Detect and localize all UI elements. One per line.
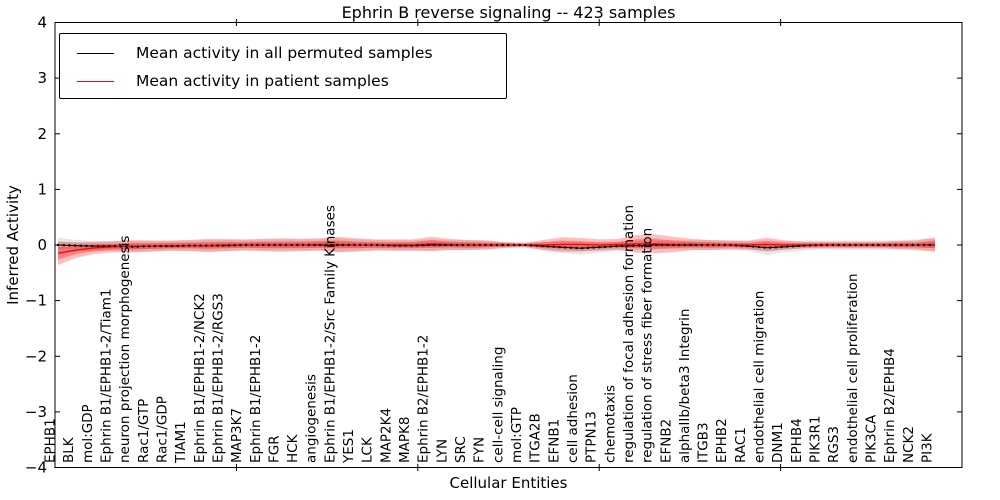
x-tick-label: EPHB1: [43, 418, 59, 463]
x-tick-label: cell adhesion: [565, 374, 581, 463]
x-tick-label: EFNB1: [546, 419, 562, 463]
x-tick-label: endothelial cell migration: [752, 291, 768, 463]
x-tick-label: ITGB3: [696, 422, 712, 463]
x-tick-label: PI3K: [920, 432, 936, 463]
x-tick-label: LYN: [434, 439, 450, 463]
x-tick-label: alphaIIb/beta3 Integrin: [677, 309, 693, 463]
y-tick-label: 2: [37, 125, 47, 143]
x-axis-ticks: [235, 19, 782, 471]
x-tick-label: Ephrin B2/EPHB1-2: [416, 335, 432, 463]
y-tick-label: −4: [25, 459, 47, 477]
series-lines: [56, 243, 937, 254]
legend-entry-permuted: Mean activity in all permuted samples: [72, 39, 506, 67]
x-tick-label: PIK3R1: [808, 415, 824, 463]
x-tick-label: Ephrin B1/EPHB1-2: [248, 335, 264, 463]
x-tick-label: endothelial cell proliferation: [845, 273, 861, 463]
y-tick-label: 1: [37, 180, 47, 198]
chart-title: Ephrin B reverse signaling -- 423 sample…: [341, 3, 676, 22]
x-tick-label: YES1: [341, 429, 357, 464]
x-tick-label: mol:GDP: [80, 404, 96, 463]
x-tick-label: MAP2K4: [378, 408, 394, 463]
patient-std-outer-band: [58, 234, 935, 265]
x-axis-title: Cellular Entities: [449, 474, 568, 492]
permuted-std-inner-band: [58, 241, 935, 252]
x-tick-label: TIAM1: [173, 421, 189, 464]
y-tick-label: −2: [25, 347, 47, 365]
patient-std-inner-band: [58, 238, 935, 260]
x-tick-label: MAPK8: [397, 417, 413, 463]
x-tick-label: NCK2: [901, 426, 917, 463]
legend: Mean activity in all permuted samples Me…: [59, 33, 507, 99]
x-tick-label: MAP3K7: [229, 408, 245, 463]
x-tick-label: LCK: [360, 436, 376, 463]
x-tick-label: EPHB4: [789, 418, 805, 463]
x-tick-label: Ephrin B1/EPHB1-2/NCK2: [192, 293, 208, 463]
x-tick-label: chemotaxis: [602, 385, 618, 463]
x-tick-label: regulation of focal adhesion formation: [621, 205, 637, 463]
x-tick-label: EPHB2: [714, 418, 730, 463]
x-tick-label: SRC: [453, 436, 469, 463]
x-tick-label: FYN: [472, 437, 488, 463]
y-tick-label: −1: [25, 292, 47, 310]
x-tick-label: ITGA2B: [528, 413, 544, 463]
x-tick-label: Ephrin B1/EPHB1-2/RGS3: [210, 293, 226, 463]
x-tick-labels: EPHB1 BLK mol:GDP Ephrin B1/EPHB1-2/Tiam1 ne…: [43, 205, 936, 464]
y-axis-title: Inferred Activity: [4, 185, 22, 305]
x-tick-label: FGR: [266, 435, 282, 463]
x-tick-label: EFNB2: [658, 419, 674, 463]
x-tick-label: Ephrin B2/EPHB4: [882, 348, 898, 463]
x-tick-label: PIK3CA: [864, 414, 880, 463]
legend-label-patient: Mean activity in patient samples: [136, 72, 389, 90]
x-tick-label: PTPN13: [584, 411, 600, 463]
x-tick-label: regulation of stress fiber formation: [640, 228, 656, 463]
legend-line-red-icon: [77, 80, 114, 82]
y-tick-label: −3: [25, 403, 47, 421]
x-tick-label: RGS3: [826, 426, 842, 463]
x-tick-label: angiogenesis: [304, 374, 320, 463]
x-tick-label: Rac1/GTP: [136, 399, 152, 463]
y-tick-label: 0: [37, 236, 47, 254]
x-tick-label: RAC1: [733, 427, 749, 463]
x-tick-label: Rac1/GDP: [154, 396, 170, 463]
y-axis-ticks: −4 −3 −2 −1 0 1 2 3 4: [25, 14, 962, 477]
y-tick-label: 4: [37, 14, 47, 32]
x-tick-label: neuron projection morphogenesis: [117, 236, 133, 463]
legend-line-black-icon: [77, 52, 114, 54]
x-tick-label: mol:GTP: [509, 407, 525, 463]
x-tick-label: cell-cell signaling: [490, 347, 506, 463]
std-bands: [58, 234, 935, 265]
permuted-mean-markers: [56, 243, 937, 250]
x-tick-label: HCK: [285, 433, 301, 463]
y-tick-label: 3: [37, 69, 47, 87]
x-tick-label: DNM1: [770, 422, 786, 463]
legend-entry-patient: Mean activity in patient samples: [72, 67, 506, 95]
legend-label-permuted: Mean activity in all permuted samples: [136, 44, 433, 62]
x-tick-label: BLK: [61, 436, 77, 463]
x-tick-label: Ephrin B1/EPHB1-2/Tiam1: [98, 289, 114, 463]
x-tick-label: Ephrin B1/EPHB1-2/Src Family Kinases: [322, 205, 338, 463]
